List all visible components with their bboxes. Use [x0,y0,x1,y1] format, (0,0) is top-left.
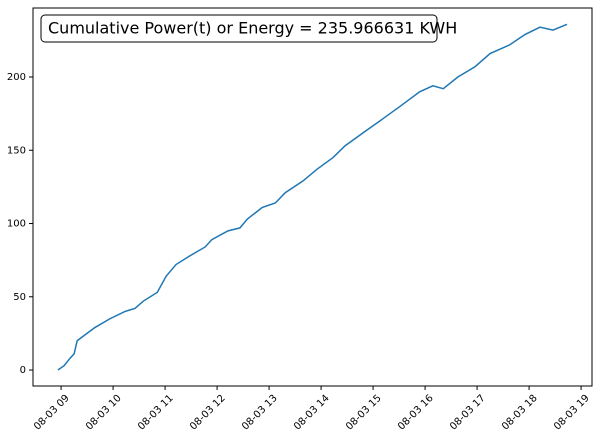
y-tick-label: 50 [13,292,26,303]
annotation: Cumulative Power(t) or Energy = 235.9666… [48,19,457,38]
x-tick-label: 08-03 12 [188,393,228,433]
x-tick-label: 08-03 16 [396,393,436,433]
x-tick-label: 08-03 17 [448,393,488,433]
x-tick-label: 08-03 10 [84,393,124,433]
x-tick-label: 08-03 09 [32,393,72,433]
plot-frame [32,7,593,387]
y-tick-label: 0 [20,365,26,376]
y-tick-label: 200 [7,72,26,83]
x-tick-label: 08-03 14 [292,393,332,433]
y-tick-label: 150 [7,145,26,156]
annotation-box [40,14,438,43]
y-tick-label: 100 [7,219,26,230]
x-tick-label: 08-03 15 [344,393,384,433]
x-tick-label: 08-03 19 [552,393,592,433]
data-line [57,23,568,371]
x-tick-label: 08-03 13 [240,393,280,433]
x-tick-label: 08-03 18 [500,393,540,433]
x-tick-label: 08-03 11 [136,393,176,433]
